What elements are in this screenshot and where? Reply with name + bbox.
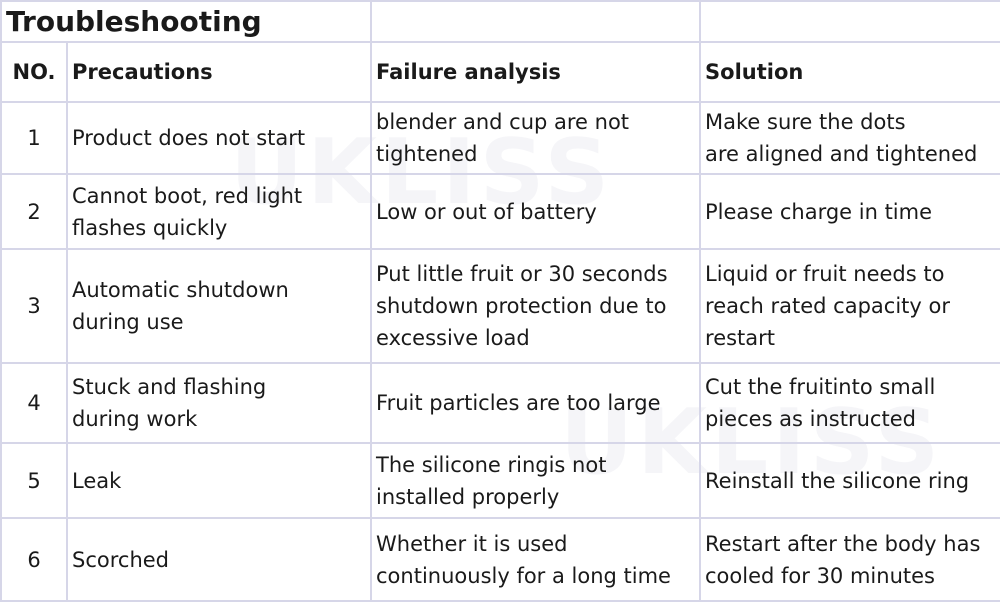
failure-analysis-cell: Put little fruit or 30 seconds shutdown p… — [370, 248, 702, 364]
table-row: 3 Automatic shutdown during use Put little … — [0, 248, 1000, 364]
solution-cell-line: cooled for 30 minutes — [705, 563, 935, 588]
failure-analysis-cell-line: shutdown protection due to — [376, 294, 667, 318]
header-row: NO. Precautions Failure analysis Solutio… — [0, 41, 1000, 103]
solution-cell-line: Make sure the dots — [705, 110, 906, 134]
solution-cell: Cut the fruitinto small pieces as instruc… — [699, 362, 1000, 444]
failure-analysis-cell-line: tightened — [376, 142, 478, 166]
failure-analysis-cell-line: blender and cup are not — [376, 110, 630, 134]
row-number: 6 — [0, 517, 68, 602]
row-number: 4 — [0, 362, 68, 444]
table-row: 1 Product does not start blender and cup a… — [0, 101, 1000, 175]
row-number: 3 — [0, 248, 68, 364]
row-number: 1 — [0, 101, 68, 175]
solution-cell: Liquid or fruit needs to reach rated capa… — [699, 248, 1000, 364]
precaution-cell: Leak — [65, 442, 373, 519]
header-precautions: Precautions — [65, 41, 373, 103]
failure-analysis-cell-line: Put little fruit or 30 seconds — [376, 262, 668, 286]
precaution-cell: Product does not start — [65, 101, 373, 175]
header-failure-analysis: Failure analysis — [370, 41, 702, 103]
table-row: 6 Scorched Whether it is used continuously … — [0, 517, 1000, 602]
failure-analysis-cell-line: The silicone ringis not — [376, 452, 607, 477]
failure-analysis-cell-line: Whether it is used — [376, 531, 568, 556]
header-no: NO. — [0, 41, 68, 103]
failure-analysis-cell: Low or out of battery — [370, 173, 702, 250]
table-row: 2 Cannot boot, red light flashes quickly Lo… — [0, 173, 1000, 250]
precaution-cell-line: flashes quickly — [72, 215, 228, 240]
table-row: 5 Leak The silicone ringis not installed pr… — [0, 442, 1000, 519]
solution-cell-line: reach rated capacity or — [705, 294, 950, 318]
solution-cell: Make sure the dots are aligned and tighte… — [699, 101, 1000, 175]
row-number: 5 — [0, 442, 68, 519]
header-solution: Solution — [699, 41, 1000, 103]
precaution-cell: Automatic shutdown during use — [65, 248, 373, 364]
solution-cell-line: pieces as instructed — [705, 407, 916, 431]
solution-cell: Please charge in time — [699, 173, 1000, 250]
failure-analysis-cell: The silicone ringis not installed properl… — [370, 442, 702, 519]
solution-cell-line: are aligned and tightened — [705, 142, 978, 166]
solution-cell-line: Cut the fruitinto small — [705, 375, 936, 399]
solution-cell: Restart after the body has cooled for 30 … — [699, 517, 1000, 602]
precaution-cell: Stuck and flashing during work — [65, 362, 373, 444]
solution-cell-line: Liquid or fruit needs to — [705, 262, 945, 286]
failure-analysis-cell-line: continuously for a long time — [376, 563, 671, 588]
failure-analysis-cell: blender and cup are not tightened — [370, 101, 702, 175]
precaution-cell: Scorched — [65, 517, 373, 602]
precaution-cell: Cannot boot, red light flashes quickly — [65, 173, 373, 250]
failure-analysis-cell-line: excessive load — [376, 326, 530, 350]
precaution-cell-line: Stuck and flashing — [72, 375, 267, 399]
solution-cell-line: Restart after the body has — [705, 531, 981, 556]
row-number: 2 — [0, 173, 68, 250]
precaution-cell-line: Cannot boot, red light — [72, 183, 303, 208]
solution-cell-line: restart — [705, 326, 776, 350]
failure-analysis-cell-line: installed properly — [376, 484, 560, 509]
table-row: 4 Stuck and flashing during work Fruit part… — [0, 362, 1000, 444]
table-title: Troubleshooting — [0, 0, 373, 43]
failure-analysis-cell: Fruit particles are too large — [370, 362, 702, 444]
solution-cell: Reinstall the silicone ring — [699, 442, 1000, 519]
failure-analysis-cell: Whether it is used continuously for a lon… — [370, 517, 702, 602]
precaution-cell-line: Automatic shutdown — [72, 278, 289, 302]
precaution-cell-line: during work — [72, 407, 198, 431]
precaution-cell-line: during use — [72, 310, 184, 334]
